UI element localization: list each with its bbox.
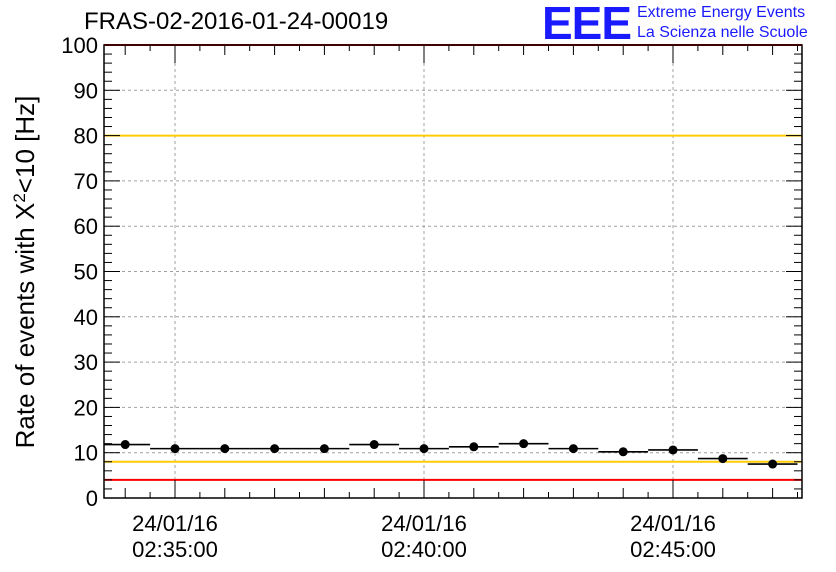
x-tick-label-time: 02:35:00 [132,537,218,562]
data-point [519,439,529,449]
data-point [469,442,479,452]
logo-mark: EEE [542,0,632,49]
data-point [568,444,578,454]
y-tick-label: 30 [74,350,98,375]
data-point [668,445,678,455]
y-tick-label: 90 [74,78,98,103]
y-tick-label: 80 [74,124,98,149]
logo-text-line1: Extreme Energy Events [637,4,806,21]
data-point [270,444,280,454]
y-tick-label: 0 [86,486,98,511]
logo-text-line2: La Scienza nelle Scuole [637,24,808,41]
x-tick-label-time: 02:45:00 [630,537,716,562]
reference-lines [104,44,802,481]
data-point [369,440,379,450]
data-series [104,439,798,469]
data-point [618,447,628,457]
data-point [718,454,728,464]
data-point [768,459,778,469]
x-tick-label-date: 24/01/16 [132,511,218,536]
y-tick-label: 20 [74,395,98,420]
y-tick-label: 50 [74,260,98,285]
data-point [319,444,329,454]
data-point [220,444,230,454]
y-tick-label: 60 [74,214,98,239]
y-tick-label: 10 [74,441,98,466]
y-axis-title: Rate of events with X2<10 [Hz] [10,96,41,449]
y-tick-label: 70 [74,169,98,194]
y-tick-label: 100 [61,33,98,58]
eee-logo: EEE Extreme Energy Events La Scienza nel… [542,0,832,49]
x-tick-label-date: 24/01/16 [381,511,467,536]
x-tick-label-time: 02:40:00 [381,537,467,562]
chart-title: FRAS-02-2016-01-24-00019 [84,8,389,35]
grid-lines [104,45,802,498]
data-point [170,444,180,454]
y-tick-label: 40 [74,305,98,330]
data-point [419,444,429,454]
data-point [120,440,130,450]
axis-ticks [104,44,802,499]
x-tick-label-date: 24/01/16 [630,511,716,536]
axis-labels: 010203040506070809010024/01/1602:35:0024… [61,33,716,562]
